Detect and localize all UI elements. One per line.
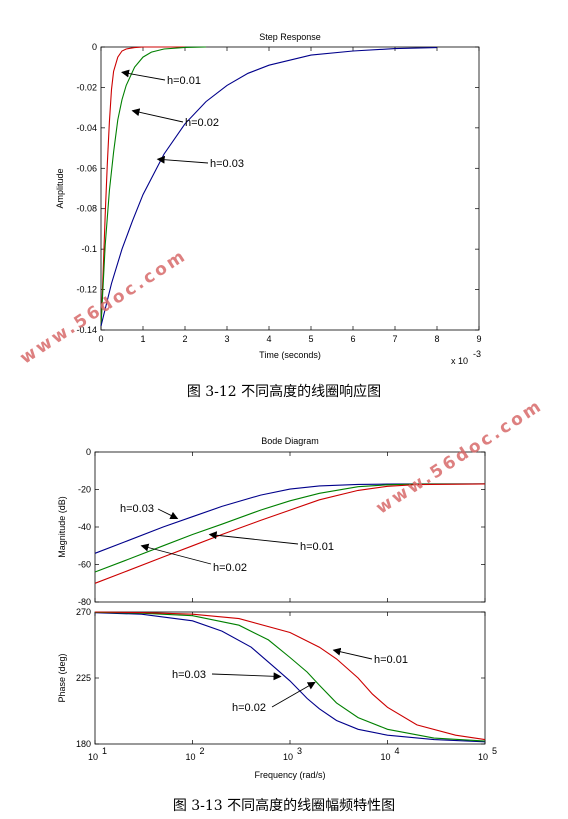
annotation-arrow [211, 672, 282, 681]
x-tick-label: 7 [392, 334, 397, 344]
y-tick-label: 180 [76, 739, 91, 749]
figure-caption-step-response: 图 3-12 不同高度的线圈响应图 [186, 384, 382, 400]
y-axis-label: Magnitude (dB) [57, 496, 67, 558]
annotation-label: h=0.03 [210, 158, 244, 170]
bode-magnitude-chart: Bode Diagram 0 -20 -40 -60 -80 Magnitude (dB) h… [57, 436, 486, 607]
x-tick-label: 9 [476, 334, 481, 344]
series-line-h-0-03 [94, 483, 485, 554]
y-tick-label: -0.1 [81, 244, 97, 254]
series-line-h-0-02 [94, 483, 486, 573]
annotation-label: h=0.02 [185, 117, 219, 129]
x-tick-label: 10 [283, 752, 293, 762]
plot-frame [94, 611, 486, 745]
y-tick-label: -0.08 [76, 204, 97, 214]
annotation-label: h=0.01 [374, 654, 408, 666]
annotation-arrow [131, 108, 184, 123]
annotation-arrow [332, 647, 373, 660]
x-tick-label: 2 [182, 334, 187, 344]
x-tick-label: 10 [380, 752, 390, 762]
y-tick-label: 225 [76, 673, 91, 683]
annotation-label: h=0.03 [120, 503, 154, 515]
x-axis-label: Time (seconds) [259, 350, 321, 360]
figure-caption-bode: 图 3-13 不同高度的线圈幅频特性图 [172, 798, 396, 814]
y-tick-label: -40 [78, 522, 91, 532]
step-response-chart: Step Response 0 1 2 3 4 5 6 7 8 9 0 -0.02 -0.04 -0.06 -… [55, 32, 482, 366]
series-line-h-0-01 [94, 611, 486, 741]
y-tick-label: -60 [78, 560, 91, 570]
series-line-h-0-03 [100, 47, 438, 327]
x-tick-label: 8 [434, 334, 439, 344]
annotation-label: h=0.03 [172, 669, 206, 681]
plot-frame [100, 46, 480, 331]
y-tick-label: -0.04 [76, 123, 97, 133]
y-tick-label: 270 [76, 607, 91, 617]
x-tick-label: 0 [98, 334, 103, 344]
bode-phase-chart: 270 225 180 10 1 10 2 10 3 10 4 10 5 Frequency (rad/s… [57, 607, 497, 780]
annotation-arrow [121, 69, 166, 81]
chart-title: Bode Diagram [261, 436, 319, 446]
series-line-h-0-02 [94, 611, 486, 742]
y-tick-label: -20 [78, 485, 91, 495]
y-tick-label: 0 [86, 447, 91, 457]
annotation-label: h=0.02 [213, 562, 247, 574]
annotation-arrow [208, 531, 299, 545]
plot-frame [94, 451, 486, 603]
series-line-h-0-03 [94, 612, 486, 743]
chart-title: Step Response [259, 32, 321, 42]
annotation-arrow [271, 681, 316, 708]
annotation-arrow [156, 155, 209, 164]
x-exponent-power: -3 [473, 349, 481, 359]
x-exponent-label: x 10 [451, 356, 468, 366]
x-tick-exponent: 5 [492, 746, 497, 756]
x-tick-exponent: 2 [200, 746, 205, 756]
x-tick-exponent: 1 [102, 746, 107, 756]
annotation-arrow [157, 508, 179, 520]
y-tick-label: 0 [92, 42, 97, 52]
x-tick-label: 10 [478, 752, 488, 762]
y-axis-label: Phase (deg) [57, 653, 67, 702]
x-tick-exponent: 3 [297, 746, 302, 756]
annotation-label: h=0.01 [167, 75, 201, 87]
x-tick-label: 5 [308, 334, 313, 344]
y-tick-label: -0.02 [76, 82, 97, 92]
x-tick-label: 6 [350, 334, 355, 344]
x-axis-label: Frequency (rad/s) [254, 770, 325, 780]
y-axis-label: Amplitude [55, 168, 65, 208]
series-line-h-0-01 [100, 46, 185, 327]
x-tick-label: 4 [266, 334, 271, 344]
annotation-label: h=0.02 [232, 702, 266, 714]
x-tick-label: 10 [185, 752, 195, 762]
annotation-arrow [140, 543, 212, 565]
x-tick-label: 10 [88, 752, 98, 762]
annotation-label: h=0.01 [300, 541, 334, 553]
x-tick-exponent: 4 [395, 746, 400, 756]
y-tick-label: -80 [78, 597, 91, 607]
x-tick-label: 3 [224, 334, 229, 344]
series-line-h-0-02 [100, 46, 207, 327]
y-tick-label: -0.14 [76, 325, 97, 335]
series-line-h-0-01 [94, 483, 486, 584]
y-tick-label: -0.06 [76, 163, 97, 173]
x-tick-label: 1 [140, 334, 145, 344]
y-tick-label: -0.12 [76, 285, 97, 295]
